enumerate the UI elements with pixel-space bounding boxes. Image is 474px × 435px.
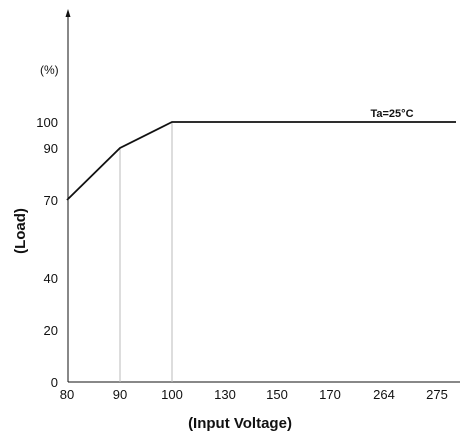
- temperature-annotation: Ta=25°C: [370, 108, 413, 120]
- x-tick-label: 80: [60, 387, 74, 402]
- reference-lines: [119, 122, 173, 382]
- x-tick-label: 170: [319, 387, 341, 402]
- x-tick-labels: 80 90 100 130 150 170 264 275: [60, 387, 448, 402]
- x-tick-label: 100: [161, 387, 183, 402]
- x-tick-label: 90: [113, 387, 127, 402]
- y-unit-label: (%): [40, 63, 59, 77]
- y-tick-label: 90: [44, 141, 58, 156]
- x-tick-label: 130: [214, 387, 236, 402]
- y-tick-label: 70: [44, 193, 58, 208]
- y-axis-title: (Load): [12, 208, 29, 254]
- x-axis-title: (Input Voltage): [188, 415, 292, 432]
- axes: [65, 9, 460, 383]
- series-line: [66, 121, 456, 201]
- y-tick-label: 20: [44, 323, 58, 338]
- x-tick-label: 264: [373, 387, 395, 402]
- x-tick-label: 150: [266, 387, 288, 402]
- y-tick-label: 100: [36, 115, 58, 130]
- x-tick-label: 275: [426, 387, 448, 402]
- y-tick-label: 0: [51, 375, 58, 390]
- y-axis-arrow-icon: [65, 9, 71, 17]
- y-tick-labels: 0 20 40 70 90 100: [36, 115, 58, 390]
- y-tick-label: 40: [44, 271, 58, 286]
